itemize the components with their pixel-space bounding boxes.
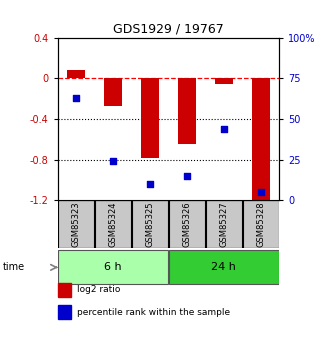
- Bar: [169, 250, 279, 284]
- Title: GDS1929 / 19767: GDS1929 / 19767: [113, 22, 224, 36]
- Bar: [95, 200, 131, 248]
- Text: GSM85323: GSM85323: [72, 201, 81, 247]
- Text: percentile rank within the sample: percentile rank within the sample: [77, 308, 230, 317]
- Text: GSM85325: GSM85325: [145, 201, 155, 247]
- Text: GSM85328: GSM85328: [256, 201, 265, 247]
- Bar: [243, 200, 279, 248]
- Text: log2 ratio: log2 ratio: [77, 285, 120, 294]
- Bar: [178, 78, 196, 144]
- Bar: [58, 250, 168, 284]
- Text: GSM85326: GSM85326: [182, 201, 192, 247]
- Text: 6 h: 6 h: [104, 263, 122, 272]
- Bar: [169, 200, 205, 248]
- Bar: [132, 200, 168, 248]
- Point: [110, 158, 116, 164]
- Bar: [206, 200, 242, 248]
- Bar: [104, 78, 122, 106]
- Point: [258, 189, 263, 195]
- Point: [221, 126, 226, 131]
- Bar: [141, 78, 159, 158]
- Point: [147, 181, 153, 187]
- Bar: [252, 78, 270, 202]
- Text: GSM85327: GSM85327: [219, 201, 229, 247]
- Text: time: time: [3, 263, 25, 272]
- Bar: [215, 78, 233, 83]
- Point: [74, 95, 79, 101]
- Bar: [58, 200, 94, 248]
- Bar: [67, 70, 85, 78]
- Point: [184, 173, 189, 178]
- Text: 24 h: 24 h: [212, 263, 236, 272]
- Text: GSM85324: GSM85324: [108, 201, 118, 247]
